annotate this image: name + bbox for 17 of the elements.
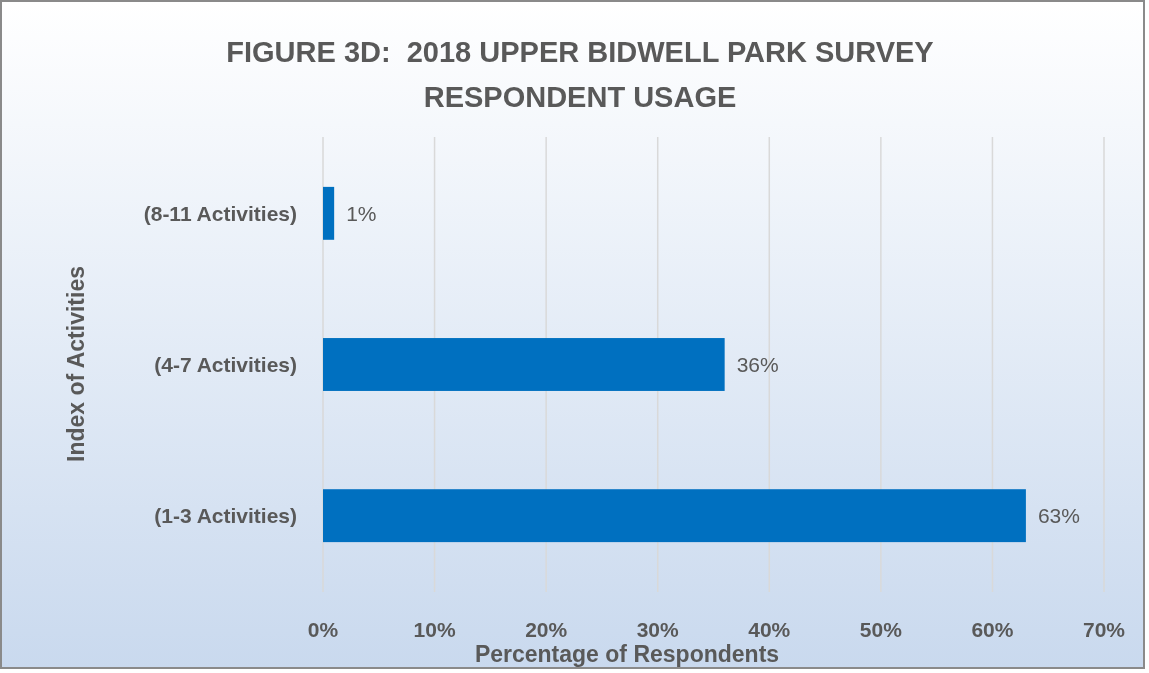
x-axis-title: Percentage of Respondents <box>474 641 780 667</box>
y-tick-label: (4-7 Activities) <box>154 353 297 376</box>
data-label: 36% <box>736 353 779 376</box>
x-tick-label: 40% <box>748 618 791 641</box>
x-tick-label: 10% <box>413 618 456 641</box>
x-tick-label: 30% <box>636 618 680 641</box>
x-tick-label: 60% <box>971 618 1014 641</box>
y-axis-title: Index of Activities <box>63 266 89 462</box>
data-label: 1% <box>346 201 377 225</box>
chart-title: FIGURE 3D: 2018 UPPER BIDWELL PARK SURVEY RESPONDENT USAGE <box>226 36 934 113</box>
x-tick-label: 50% <box>859 618 903 641</box>
y-tick-label: (8-11 Activities) <box>143 201 297 225</box>
x-tick-label: 0% <box>307 618 339 641</box>
x-tick-label: 20% <box>525 618 568 641</box>
data-label: 63% <box>1037 504 1080 528</box>
x-tick-label: 70% <box>1082 618 1126 641</box>
y-tick-label: (1-3 Activities) <box>154 504 297 528</box>
